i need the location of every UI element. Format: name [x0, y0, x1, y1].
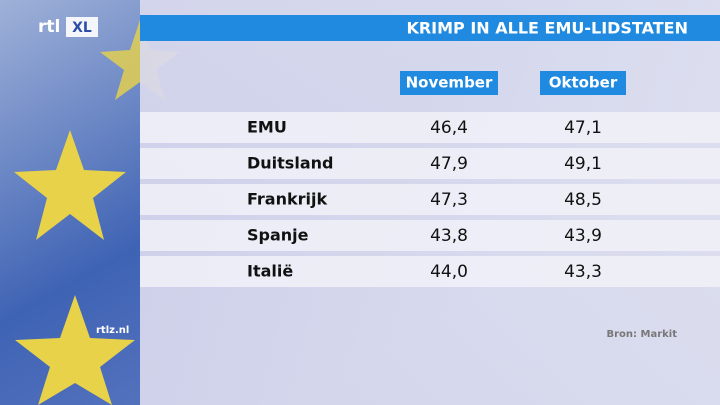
cell-value: 44,0 [430, 262, 468, 282]
row-stripe [140, 220, 720, 251]
column-header: Oktober [549, 74, 618, 92]
cell-value: 43,3 [564, 262, 602, 282]
row-stripe [140, 112, 720, 143]
logo-box [66, 17, 98, 37]
row-stripe [140, 256, 720, 287]
row-label: Spanje [247, 226, 309, 245]
website: rtlz.nl [96, 325, 129, 336]
table: November Oktober EMU 46,4 47,1 Duitsland 47,9 4… [140, 71, 720, 287]
cell-value: 47,9 [430, 154, 468, 174]
row-stripe [140, 184, 720, 215]
column-header-box [540, 71, 626, 95]
logo-main: rtl [38, 17, 60, 37]
row-label: Italië [247, 262, 293, 281]
cell-value: 48,5 [564, 190, 602, 210]
title-bar [140, 15, 720, 41]
column-header: November [406, 74, 493, 92]
row-label: Frankrijk [247, 190, 327, 209]
cell-value: 49,1 [564, 154, 602, 174]
title: KRIMP IN ALLE EMU-LIDSTATEN [406, 19, 688, 38]
row-label: EMU [247, 118, 287, 137]
row-label: Duitsland [247, 154, 333, 173]
logo-suffix: XL [72, 20, 92, 36]
cell-value: 47,1 [564, 118, 602, 138]
cell-value: 46,4 [430, 118, 468, 138]
cell-value: 47,3 [430, 190, 468, 210]
cell-value: 43,9 [564, 226, 602, 246]
logo: rtl XL [38, 17, 98, 37]
source: Bron: Markit [606, 329, 677, 340]
column-header-box [400, 71, 498, 95]
cell-value: 43,8 [430, 226, 468, 246]
row-stripe [140, 148, 720, 179]
